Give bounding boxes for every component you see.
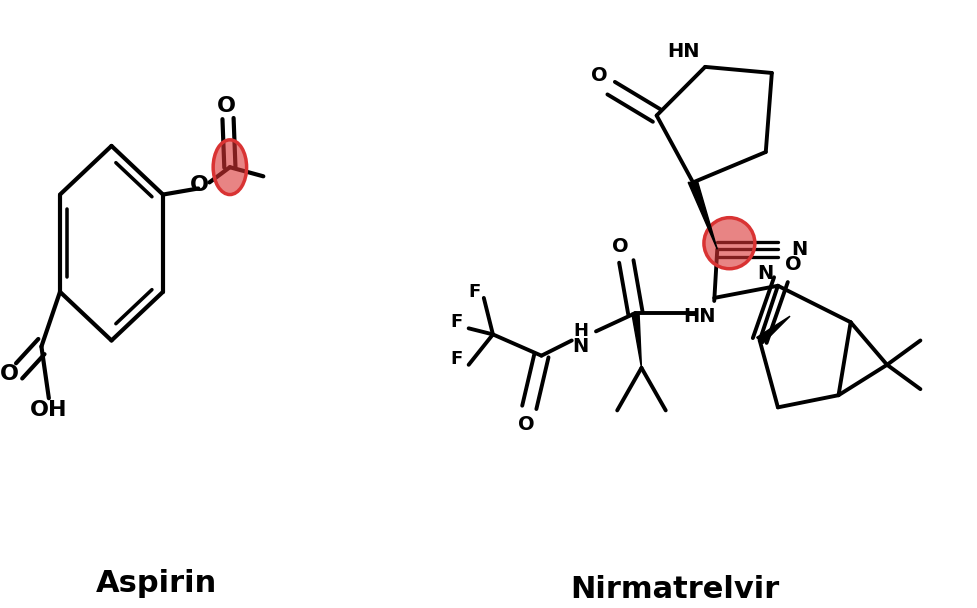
Text: O: O — [217, 97, 235, 116]
Text: F: F — [450, 313, 462, 331]
Text: O: O — [190, 176, 209, 195]
Circle shape — [703, 218, 754, 269]
Text: F: F — [468, 283, 481, 301]
Text: O: O — [612, 237, 628, 256]
Text: O: O — [518, 415, 534, 434]
Text: O: O — [784, 255, 800, 274]
Text: H: H — [573, 322, 588, 340]
Text: F: F — [450, 350, 462, 368]
Polygon shape — [631, 313, 641, 368]
Circle shape — [213, 140, 246, 195]
Text: Aspirin: Aspirin — [96, 569, 217, 598]
Text: N: N — [757, 264, 773, 283]
Text: O: O — [0, 364, 20, 384]
Text: Nirmatrelvir: Nirmatrelvir — [570, 575, 779, 604]
Text: HN: HN — [667, 42, 700, 61]
Polygon shape — [688, 182, 716, 249]
Polygon shape — [756, 316, 789, 344]
Text: O: O — [590, 66, 607, 86]
Text: N: N — [573, 337, 588, 356]
Text: N: N — [790, 240, 806, 259]
Text: HN: HN — [682, 306, 714, 326]
Text: OH: OH — [30, 401, 67, 420]
